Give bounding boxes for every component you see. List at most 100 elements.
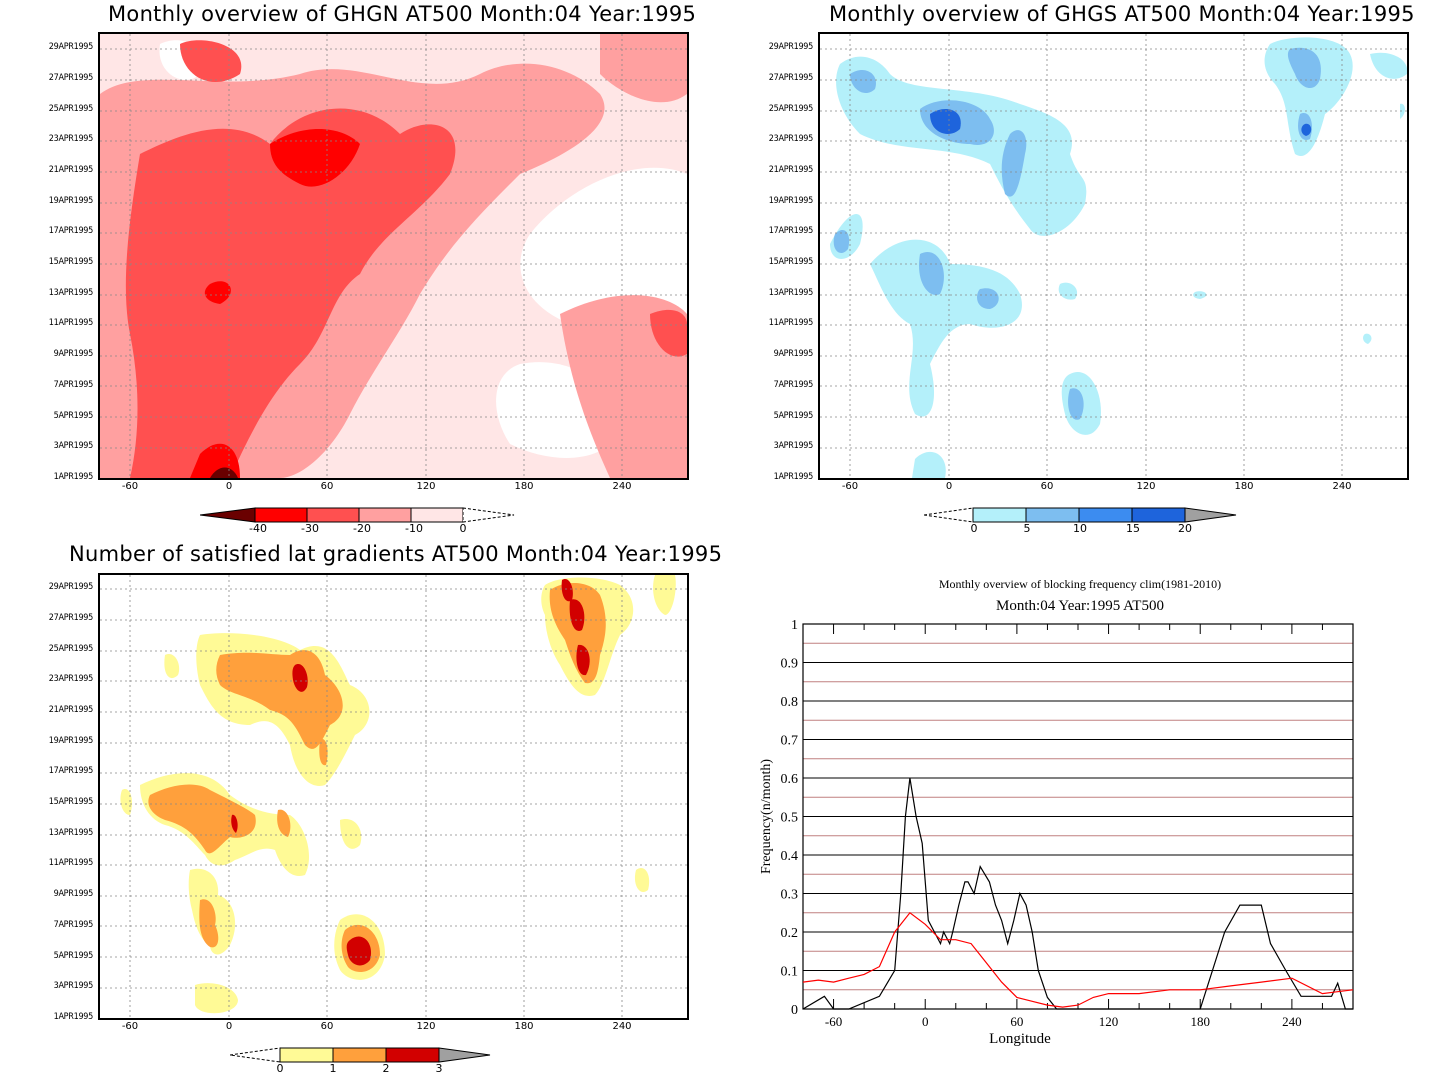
y-tick-label: 0.8 xyxy=(781,695,799,710)
lat-ytick: 7APR1995 xyxy=(53,920,94,930)
climatology-frequency-line xyxy=(802,911,1354,1008)
ghgs-cb-label: 5 xyxy=(1023,522,1031,535)
freq-chart: 0 0.1 0.2 0.3 0.4 0.5 0.6 0.7 0.8 0.9 1 -60 0 60 120 18… xyxy=(759,618,1354,1047)
lat-cb-label: 1 xyxy=(329,1062,337,1075)
ghgn-plot-area xyxy=(98,32,689,480)
x-axis-label: Longitude xyxy=(989,1031,1051,1047)
lat-ytick: 3APR1995 xyxy=(53,981,94,991)
ghgs-plot-area xyxy=(818,32,1409,480)
observed-frequency-line xyxy=(802,777,1353,1010)
ghgs-ytick: 11APR1995 xyxy=(768,318,814,328)
ghgs-ytick: 7APR1995 xyxy=(773,380,814,390)
ghgs-cb-label: 20 xyxy=(1178,522,1192,535)
ghgs-cb-label: 10 xyxy=(1073,522,1087,535)
y-tick-label: 0 xyxy=(791,1003,798,1018)
y-tick-label: 0.7 xyxy=(781,734,799,749)
ghgn-ytick: 15APR1995 xyxy=(48,257,94,267)
ghgn-ytick: 21APR1995 xyxy=(48,165,94,175)
lat-ytick: 17APR1995 xyxy=(48,766,94,776)
ghgs-ytick: 1APR1995 xyxy=(773,472,814,482)
y-tick-label: 0.1 xyxy=(781,965,799,980)
lat-title: Number of satisfied lat gradients AT500 … xyxy=(69,542,723,566)
lat-ytick: 13APR1995 xyxy=(48,828,94,838)
ghgs-xtick: 180 xyxy=(1234,481,1254,492)
x-tick-label: 0 xyxy=(922,1014,929,1029)
lat-ytick: 5APR1995 xyxy=(53,951,94,961)
ghgs-xtick: -60 xyxy=(841,481,859,492)
lat-cb-label: 0 xyxy=(276,1062,284,1075)
freq-title: Monthly overview of blocking frequency c… xyxy=(938,577,1222,591)
ghgn-colorbar xyxy=(200,507,515,523)
lat-xtick: 240 xyxy=(612,1021,632,1032)
ghgs-title: Monthly overview of GHGS AT500 Month:04 … xyxy=(829,2,1415,26)
lat-xtick: 60 xyxy=(320,1021,334,1032)
ghgn-ytick: 23APR1995 xyxy=(48,134,94,144)
x-tick-label: 60 xyxy=(1010,1014,1023,1029)
lat-ytick: 19APR1995 xyxy=(48,736,94,746)
ghgn-ytick: 27APR1995 xyxy=(48,73,94,83)
ghgn-xtick: -60 xyxy=(121,481,139,492)
x-tick-label: 240 xyxy=(1282,1014,1302,1029)
ghgs-ytick: 29APR1995 xyxy=(768,42,814,52)
lat-ytick: 21APR1995 xyxy=(48,705,94,715)
ghgs-xtick: 120 xyxy=(1136,481,1156,492)
lat-contours xyxy=(100,575,687,1018)
y-tick-label: 1 xyxy=(791,618,798,633)
ghgs-ytick: 19APR1995 xyxy=(768,196,814,206)
ghgs-xtick: 240 xyxy=(1332,481,1352,492)
x-tick-label: 120 xyxy=(1099,1014,1119,1029)
ghgn-ytick: 25APR1995 xyxy=(48,104,94,114)
ghgn-contours xyxy=(100,34,687,478)
ghgn-cb-label: -10 xyxy=(405,522,423,535)
ghgn-ytick: 11APR1995 xyxy=(48,318,94,328)
freq-subtitle: Month:04 Year:1995 AT500 xyxy=(996,598,1164,614)
lat-xtick: 0 xyxy=(225,1021,233,1032)
ghgs-cb-label: 15 xyxy=(1126,522,1140,535)
ghgs-ytick: 25APR1995 xyxy=(768,104,814,114)
y-tick-label: 0.5 xyxy=(781,811,799,826)
ghgn-cb-label: -30 xyxy=(301,522,319,535)
y-tick-label: 0.6 xyxy=(781,772,799,787)
ghgs-ytick: 9APR1995 xyxy=(773,349,814,359)
ghgn-cb-label: -20 xyxy=(353,522,371,535)
y-tick-label: 0.2 xyxy=(781,926,799,941)
ghgn-cb-label: 0 xyxy=(459,522,467,535)
ghgs-contours xyxy=(820,34,1407,478)
ghgn-xtick: 180 xyxy=(514,481,534,492)
lat-cb-label: 2 xyxy=(382,1062,390,1075)
ghgn-ytick: 19APR1995 xyxy=(48,196,94,206)
ghgs-ytick: 3APR1995 xyxy=(773,441,814,451)
lat-ytick: 15APR1995 xyxy=(48,797,94,807)
x-tick-label: -60 xyxy=(825,1014,842,1029)
ghgs-ytick: 27APR1995 xyxy=(768,73,814,83)
lat-xtick: 120 xyxy=(416,1021,436,1032)
y-tick-label: 0.9 xyxy=(781,657,799,672)
ghgn-ytick: 29APR1995 xyxy=(48,42,94,52)
lat-ytick: 25APR1995 xyxy=(48,644,94,654)
lat-ytick: 27APR1995 xyxy=(48,613,94,623)
ghgs-xtick: 0 xyxy=(945,481,953,492)
y-tick-label: 0.3 xyxy=(781,888,799,903)
lat-ytick: 29APR1995 xyxy=(48,582,94,592)
ghgs-xtick: 60 xyxy=(1040,481,1054,492)
ghgn-cb-label: -40 xyxy=(249,522,267,535)
lat-xtick: 180 xyxy=(514,1021,534,1032)
y-axis-label: Frequency(n/month) xyxy=(759,759,774,874)
ghgs-ytick: 15APR1995 xyxy=(768,257,814,267)
lat-ytick: 11APR1995 xyxy=(48,858,94,868)
ghgs-ytick: 23APR1995 xyxy=(768,134,814,144)
lat-plot-area xyxy=(98,573,689,1020)
ghgn-ytick: 13APR1995 xyxy=(48,288,94,298)
ghgn-ytick: 7APR1995 xyxy=(53,380,94,390)
ghgn-ytick: 9APR1995 xyxy=(53,349,94,359)
ghgn-ytick: 1APR1995 xyxy=(53,472,94,482)
lat-ytick: 1APR1995 xyxy=(53,1012,94,1022)
ghgn-xtick: 60 xyxy=(320,481,334,492)
ghgn-title: Monthly overview of GHGN AT500 Month:04 … xyxy=(108,2,697,26)
lat-ytick: 9APR1995 xyxy=(53,889,94,899)
lat-colorbar xyxy=(230,1047,491,1063)
ghgn-xtick: 0 xyxy=(225,481,233,492)
ghgn-ytick: 3APR1995 xyxy=(53,441,94,451)
ghgs-ytick: 17APR1995 xyxy=(768,226,814,236)
y-tick-label: 0.4 xyxy=(781,849,799,864)
